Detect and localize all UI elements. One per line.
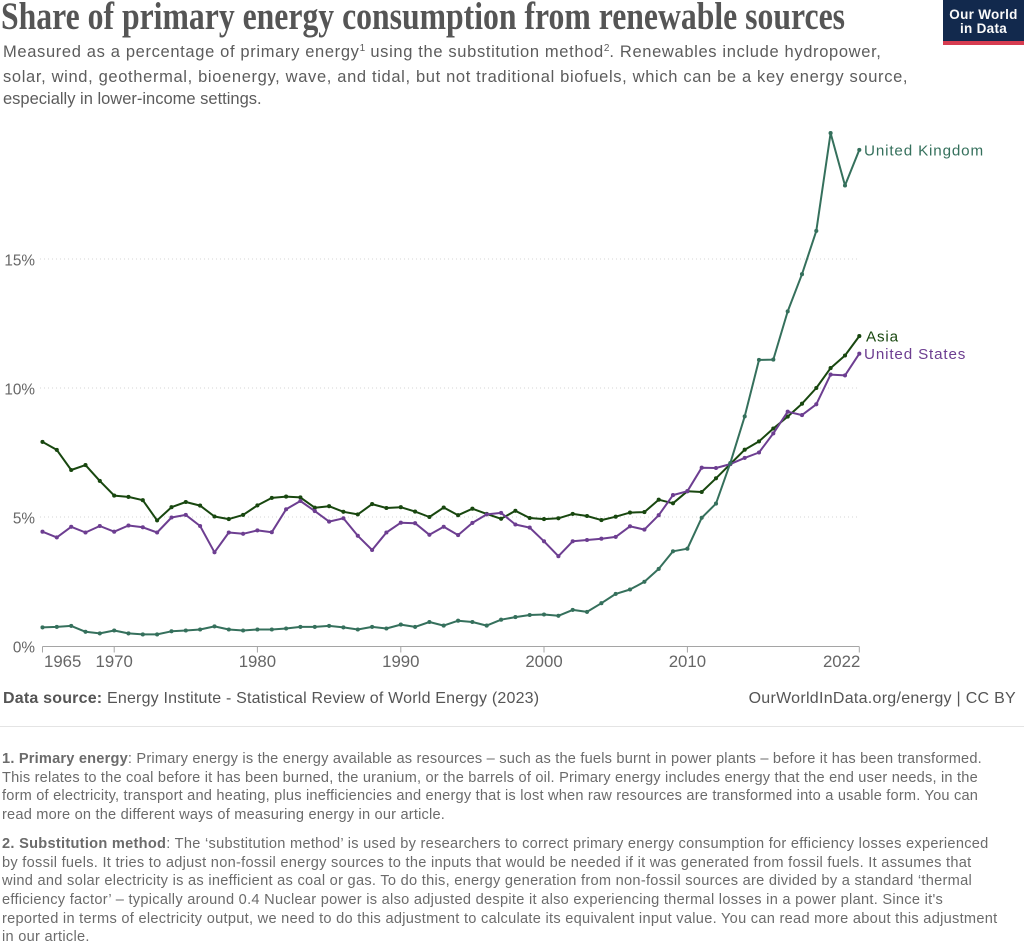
svg-text:United States: United States xyxy=(864,346,966,363)
svg-text:2010: 2010 xyxy=(669,652,706,671)
svg-text:1970: 1970 xyxy=(96,652,133,671)
svg-text:0%: 0% xyxy=(13,640,36,657)
svg-text:2022: 2022 xyxy=(823,652,860,671)
svg-text:1990: 1990 xyxy=(382,652,419,671)
svg-text:1980: 1980 xyxy=(239,652,276,671)
svg-text:1965: 1965 xyxy=(44,652,81,671)
svg-text:15%: 15% xyxy=(4,253,35,270)
svg-text:2000: 2000 xyxy=(525,652,562,671)
svg-text:10%: 10% xyxy=(4,382,35,399)
svg-text:Asia: Asia xyxy=(866,329,899,346)
svg-text:5%: 5% xyxy=(13,511,36,528)
svg-text:United Kingdom: United Kingdom xyxy=(864,142,984,159)
